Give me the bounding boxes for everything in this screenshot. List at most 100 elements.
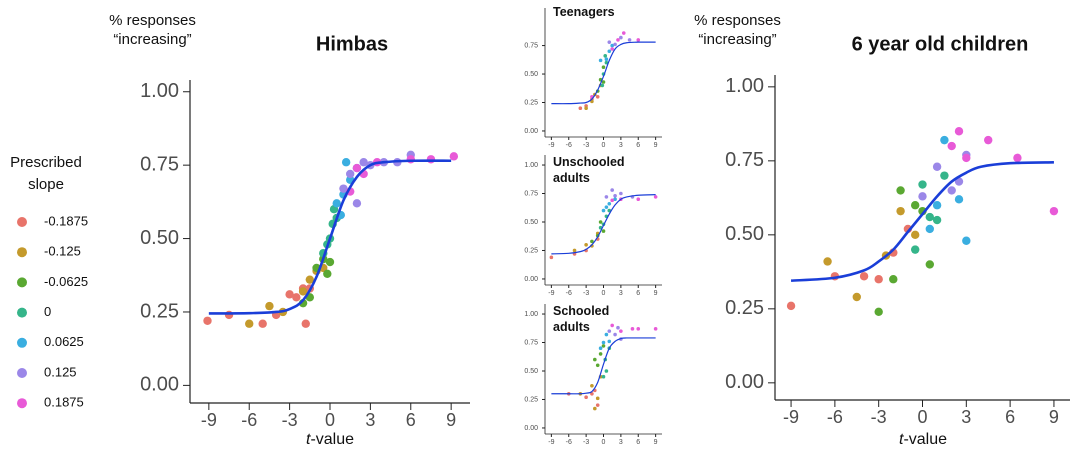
x-axis-label: t-value xyxy=(306,431,354,448)
y-tick-label: 1.00 xyxy=(140,80,179,102)
x-tick-label: -9 xyxy=(548,290,554,297)
panel-title: Unschooled adults xyxy=(553,155,625,186)
legend-swatch xyxy=(17,247,27,258)
point xyxy=(610,198,614,203)
point xyxy=(341,158,351,167)
point xyxy=(332,199,341,208)
x-tick-label: -6 xyxy=(566,142,572,149)
point xyxy=(584,106,588,110)
point xyxy=(604,57,609,62)
point xyxy=(610,323,614,328)
point xyxy=(823,257,832,266)
point xyxy=(874,307,883,316)
point xyxy=(607,49,612,54)
point xyxy=(426,155,436,164)
point xyxy=(636,327,641,331)
y-tick-label: 0.00 xyxy=(524,276,538,283)
point xyxy=(607,329,612,333)
fit-line xyxy=(551,41,656,105)
point xyxy=(584,395,588,399)
point xyxy=(613,193,617,198)
point xyxy=(607,201,612,206)
x-tick-label: -6 xyxy=(827,407,843,427)
y-tick-label: 0.00 xyxy=(140,374,179,396)
x-tick-label: 0 xyxy=(917,407,927,427)
point xyxy=(593,357,597,362)
x-tick-label: 9 xyxy=(446,410,456,430)
y-tick-label: 0.25 xyxy=(524,99,538,106)
x-tick-label: 0 xyxy=(602,439,606,446)
point xyxy=(636,38,641,42)
legend-label: -0.125 xyxy=(44,244,81,259)
y-tick-label: 0.00 xyxy=(524,128,538,135)
point xyxy=(610,188,614,192)
point xyxy=(323,269,332,278)
point xyxy=(925,224,935,234)
point xyxy=(918,180,927,189)
point xyxy=(598,58,603,63)
y-axis-label: % responses “increasing” xyxy=(109,12,196,48)
y-tick-label: 0.00 xyxy=(524,425,538,432)
point xyxy=(630,327,635,331)
x-tick-label: 0 xyxy=(602,290,606,297)
legend-label: 0.1875 xyxy=(44,395,84,410)
point xyxy=(954,177,964,186)
y-tick-label: 0.50 xyxy=(524,71,538,78)
point xyxy=(910,201,920,210)
point xyxy=(962,236,971,245)
point xyxy=(359,158,368,167)
x-axis-label: t-value xyxy=(899,431,947,448)
point xyxy=(265,301,274,311)
y-tick-label: 0.75 xyxy=(524,42,538,49)
point xyxy=(598,220,603,224)
y-tick-label: 0.75 xyxy=(524,339,538,346)
x-tick-label: 0 xyxy=(325,410,335,430)
x-tick-label: -3 xyxy=(871,407,887,427)
point xyxy=(610,47,614,51)
x-tick-label: -6 xyxy=(241,410,257,430)
legend-label: -0.1875 xyxy=(44,213,88,228)
y-axis-label: % responses “increasing” xyxy=(694,12,781,48)
fit-line xyxy=(551,194,656,255)
legend-swatch xyxy=(17,398,27,409)
point xyxy=(584,242,588,247)
legend-swatch xyxy=(17,337,27,348)
x-tick-label: 6 xyxy=(636,290,640,297)
point xyxy=(595,95,600,99)
point xyxy=(590,239,594,244)
y-tick-label: 0.25 xyxy=(140,300,179,322)
point xyxy=(285,290,294,299)
point xyxy=(984,135,993,145)
point xyxy=(352,199,362,208)
point xyxy=(590,391,594,396)
point xyxy=(613,42,617,47)
x-tick-label: -6 xyxy=(566,439,572,446)
point xyxy=(601,344,606,348)
x-tick-label: 9 xyxy=(654,142,658,149)
y-tick-label: 1.00 xyxy=(524,162,538,169)
point xyxy=(653,327,658,331)
point xyxy=(925,260,935,269)
point xyxy=(352,163,362,173)
x-tick-label: -3 xyxy=(583,439,589,446)
x-tick-label: -3 xyxy=(583,290,589,297)
point xyxy=(298,287,308,296)
y-tick-label: 0.50 xyxy=(140,227,179,249)
point xyxy=(962,153,971,163)
legend-swatch xyxy=(17,368,27,378)
point xyxy=(258,319,267,328)
point xyxy=(610,43,614,48)
y-tick-label: 0.75 xyxy=(140,153,179,175)
legend-label: -0.0625 xyxy=(44,274,88,289)
fit-line xyxy=(790,161,1054,283)
x-tick-label: 6 xyxy=(1005,407,1015,427)
point xyxy=(613,197,617,202)
x-tick-label: 3 xyxy=(619,439,623,446)
point xyxy=(613,332,617,337)
x-tick-label: -9 xyxy=(201,410,217,430)
x-tick-label: 9 xyxy=(654,290,658,297)
panel-title: Teenagers xyxy=(553,5,615,19)
legend-label: 0 xyxy=(44,304,51,319)
